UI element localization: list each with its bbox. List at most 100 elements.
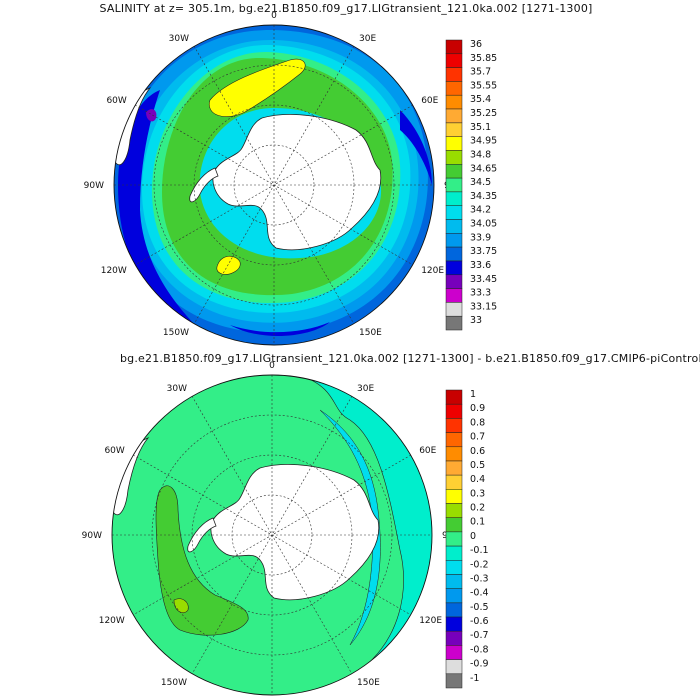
colorbar-label: -0.6 (470, 616, 489, 627)
salinity-colorbar: 36 35.85 35.7 35.55 35.4 35.25 35.1 34.95 34.8 34… (445, 39, 497, 331)
colorbar-swatch (445, 616, 463, 632)
colorbar-label: 34.2 (470, 205, 491, 216)
colorbar-swatch (445, 403, 463, 419)
colorbar-swatch (445, 474, 463, 490)
colorbar-label: 0.6 (470, 446, 485, 457)
colorbar-label: 35.25 (470, 108, 497, 119)
colorbar-label: 35.4 (470, 94, 491, 105)
longitude-label: 90W (84, 181, 104, 191)
colorbar-label: 33.9 (470, 232, 491, 243)
colorbar-label: 33.45 (470, 274, 497, 285)
colorbar-label: 35.85 (470, 53, 497, 64)
colorbar-label: 0.5 (470, 460, 485, 471)
colorbar-swatch (445, 108, 463, 124)
colorbar-swatch (445, 503, 463, 518)
colorbar-label: 0 (470, 531, 476, 542)
longitude-label: 30E (359, 34, 376, 44)
colorbar-swatch (445, 150, 463, 165)
colorbar-label: -0.5 (470, 602, 489, 613)
colorbar-label: 0.4 (470, 474, 485, 485)
colorbar-label: 33.15 (470, 301, 497, 312)
longitude-label: 30W (169, 34, 189, 44)
colorbar-swatch (445, 136, 463, 151)
colorbar-label: 34.05 (470, 219, 497, 230)
colorbar-swatch (445, 673, 463, 689)
graticule (114, 25, 434, 345)
colorbar-label: 35.55 (470, 80, 497, 91)
colorbar-label: 0.8 (470, 417, 485, 428)
salinity-max-atlantic (208, 58, 306, 117)
longitude-label: 120E (421, 266, 444, 276)
longitude-label: 0 (271, 11, 277, 21)
colorbar-swatch (445, 531, 463, 547)
colorbar-swatch (445, 164, 463, 179)
colorbar-label: 1 (470, 389, 476, 400)
colorbar-swatch (445, 81, 463, 96)
colorbar-swatch (445, 246, 463, 262)
salinity-min-patch (146, 109, 157, 122)
colorbar-label: -0.2 (470, 559, 489, 570)
antarctica-landmass (212, 114, 382, 251)
colorbar-swatch (445, 53, 463, 68)
longitude-label: 150W (163, 328, 189, 338)
colorbar-swatch (445, 302, 463, 317)
colorbar-label: 34.5 (470, 177, 491, 188)
map-boundary (111, 374, 433, 696)
longitude-label: 60E (421, 96, 438, 106)
colorbar-swatch (445, 432, 463, 448)
colorbar-label: 33 (470, 315, 482, 326)
colorbar-label: 35.1 (470, 122, 491, 133)
colorbar-swatch (445, 205, 463, 220)
top-panel-title: SALINITY at z= 305.1m, bg.e21.B1850.f09_… (99, 2, 593, 15)
longitude-label: 120W (99, 616, 125, 626)
colorbar-label: 33.3 (470, 288, 491, 299)
longitude-label: 120W (101, 266, 127, 276)
colorbar-swatch (445, 489, 463, 504)
longitude-label: 60W (106, 96, 126, 106)
longitude-label: 150W (161, 678, 187, 688)
salinity-max-pacific (216, 255, 241, 275)
colorbar-swatch (445, 517, 463, 533)
map-boundary (113, 24, 435, 346)
top-salinity-map: 030E60E90E120E150E180150W120W90W60W30W 3… (84, 11, 497, 346)
colorbar-label: 34.35 (470, 191, 497, 202)
colorbar-label: -1 (470, 673, 479, 684)
colorbar-label: 34.65 (470, 163, 497, 174)
bottom-difference-map: 030E60E90E120E150E180150W120W90W60W30W 1… (82, 361, 489, 696)
colorbar-label: 0.9 (470, 403, 485, 414)
colorbar-label: 0.1 (470, 517, 485, 528)
colorbar-label: -0.1 (470, 545, 489, 556)
longitude-label: 30W (167, 384, 187, 394)
colorbar-swatch (445, 588, 463, 604)
colorbar-swatch (445, 460, 463, 476)
colorbar-swatch (445, 560, 463, 575)
colorbar-label: -0.3 (470, 574, 489, 585)
colorbar-swatch (445, 545, 463, 561)
colorbar-swatch (445, 122, 463, 137)
colorbar-swatch (445, 67, 463, 82)
colorbar-swatch (445, 630, 463, 646)
colorbar-swatch (445, 288, 463, 303)
colorbar-swatch (445, 219, 463, 234)
colorbar-label: 0.7 (470, 432, 485, 443)
longitude-labels: 030E60E90E120E150E180150W120W90W60W30W (82, 361, 460, 688)
longitude-label: 60E (419, 446, 436, 456)
salinity-low-south (230, 322, 330, 337)
colorbar-label: 0.2 (470, 503, 485, 514)
longitude-label: 120E (419, 616, 442, 626)
salinity-low-east (400, 110, 432, 185)
colorbar-label: 33.6 (470, 260, 491, 271)
longitude-label: 30E (357, 384, 374, 394)
longitude-label: 60W (104, 446, 124, 456)
colorbar-label: 0.3 (470, 488, 485, 499)
colorbar-label: 34.8 (470, 150, 491, 161)
colorbar-swatch (445, 191, 463, 206)
difference-negative-east-inner (319, 409, 381, 646)
colorbar-label: 36 (470, 39, 482, 50)
difference-positive-west (155, 485, 249, 636)
colorbar-swatch (445, 645, 463, 660)
longitude-label: 150E (359, 328, 382, 338)
colorbar-swatch (445, 94, 463, 110)
colorbar-label: 35.7 (470, 67, 491, 78)
colorbar-label: 33.75 (470, 246, 497, 257)
